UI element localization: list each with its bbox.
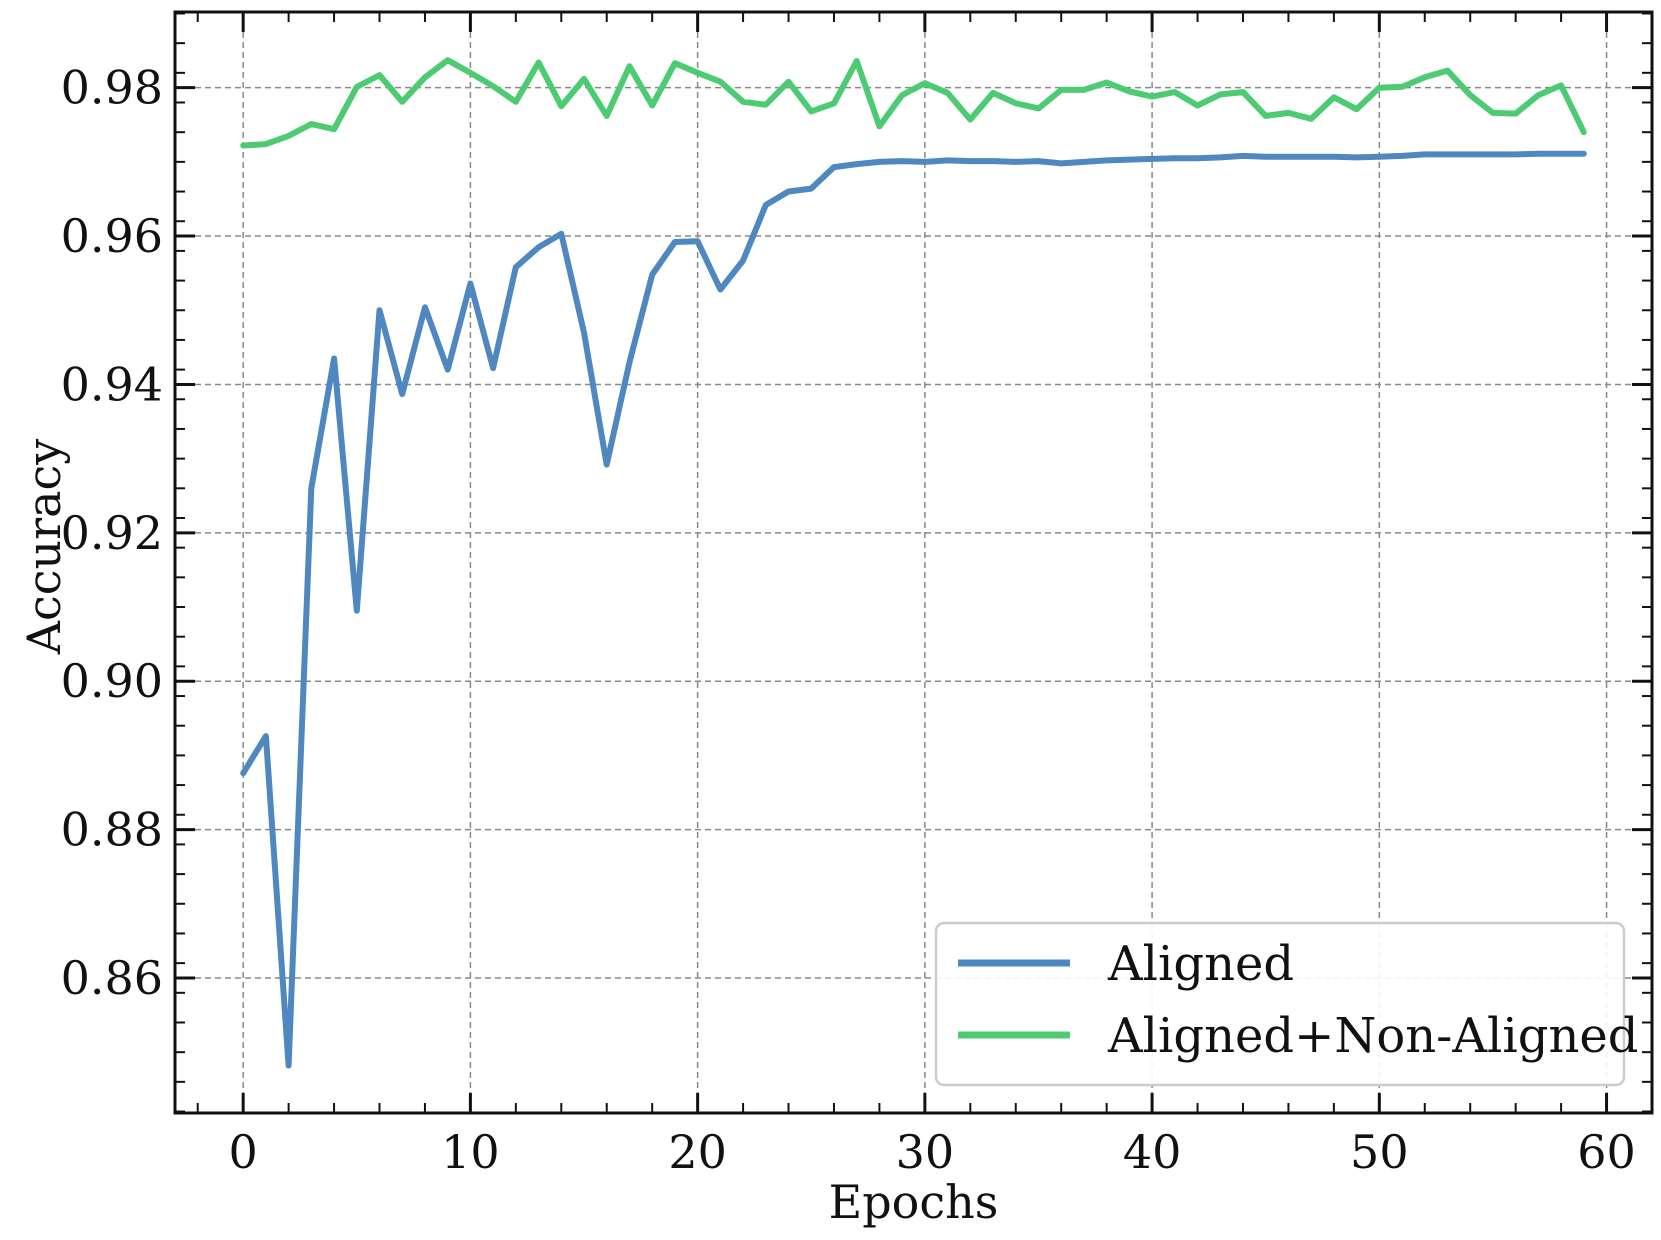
legend-label-aligned: Aligned (1107, 936, 1294, 992)
y-tick-label: 0.88 (61, 803, 163, 857)
x-tick-label: 40 (1123, 1125, 1182, 1179)
series-line-aligned (240, 150, 1587, 1069)
series-layer (240, 57, 1587, 1069)
y-tick-label: 0.96 (61, 209, 163, 263)
legend: Aligned Aligned+Non-Aligned (934, 921, 1639, 1087)
y-tick-label: 0.90 (61, 654, 163, 708)
legend-box (934, 921, 1626, 1087)
x-tick-label: 60 (1577, 1125, 1636, 1179)
x-tick-label: 30 (896, 1125, 955, 1179)
plot-frame (173, 10, 1654, 1115)
y-tick-label: 0.92 (61, 506, 163, 560)
x-tick-label: 0 (229, 1125, 258, 1179)
tick-labels: 0 10 20 30 40 50 60 0.86 0.88 0.90 0.92 0.94 0.96 0.9… (61, 61, 1636, 1179)
legend-label-aligned-non-aligned: Aligned+Non-Aligned (1107, 1008, 1639, 1064)
axis-ticks (175, 12, 1653, 1113)
y-tick-label: 0.98 (61, 61, 163, 115)
x-tick-label: 50 (1350, 1125, 1409, 1179)
y-tick-label: 0.94 (61, 357, 163, 411)
y-axis-label: Accuracy (17, 439, 71, 656)
x-tick-label: 20 (668, 1125, 727, 1179)
x-axis-label: Epochs (829, 1175, 999, 1229)
series-line-aligned-non-aligned (240, 57, 1587, 149)
y-tick-label: 0.86 (61, 951, 163, 1005)
x-tick-label: 10 (441, 1125, 500, 1179)
